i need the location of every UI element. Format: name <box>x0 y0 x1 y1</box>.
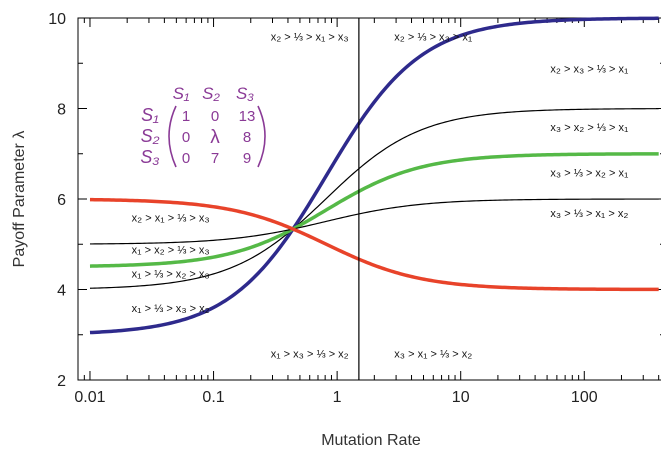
matrix-cell-1-2: 0 <box>211 108 219 125</box>
matrix-row-header-3: S₃ <box>140 147 159 167</box>
x-tick-label: 0.01 <box>74 389 105 406</box>
curves <box>89 16 659 380</box>
region-label: x₂ > x₁ > ⅓ > x₃ <box>132 210 210 225</box>
y-tick-label: 4 <box>57 283 66 300</box>
x-tick-label: 1 <box>333 389 342 406</box>
series-line <box>89 198 659 245</box>
y-tick-label: 10 <box>48 11 66 28</box>
matrix-cell-3-2: 7 <box>211 150 219 167</box>
matrix-row-header-1: S₁ <box>141 105 159 125</box>
x-tick-label: 0.1 <box>202 389 224 406</box>
matrix-cell-2-1: 0 <box>182 129 190 146</box>
y-axis-label: Payoff Parameter λ <box>11 131 28 268</box>
region-labels: x₂ > ⅓ > x₁ > x₃ x₂ > ⅓ > x₃ > x₁ x₂ > x₃ … <box>132 29 629 361</box>
region-label: x₃ > x₁ > ⅓ > x₂ <box>394 345 472 360</box>
region-label: x₂ > ⅓ > x₃ > x₁ <box>394 29 473 44</box>
series-line <box>89 16 659 335</box>
y-tick-label: 6 <box>57 192 66 209</box>
region-label: x₃ > x₂ > ⅓ > x₁ <box>550 119 629 134</box>
matrix-cell-1-1: 1 <box>182 108 190 125</box>
x-tick-label: 10 <box>452 389 470 406</box>
matrix-left-paren <box>168 105 177 168</box>
region-label: x₁ > x₂ > ⅓ > x₃ <box>132 241 210 256</box>
matrix-cell-3-1: 0 <box>182 150 190 167</box>
series-line <box>89 197 659 292</box>
payoff-matrix: S₁ S₂ S₃ S₁ S₂ S₃ 1 0 13 0 λ 8 0 7 9 <box>140 84 266 168</box>
region-label: x₁ > x₃ > ⅓ > x₂ <box>271 345 349 360</box>
region-label: x₂ > x₃ > ⅓ > x₁ <box>550 60 629 75</box>
matrix-cell-1-3: 13 <box>239 108 256 125</box>
series-line <box>89 108 659 289</box>
matrix-col-header-3: S₃ <box>236 84 254 103</box>
x-axis-label: Mutation Rate <box>321 432 421 449</box>
matrix-cell-3-3: 9 <box>243 150 251 167</box>
matrix-right-paren <box>257 105 266 168</box>
y-tick-label: 2 <box>57 373 66 390</box>
series-line <box>89 152 659 268</box>
y-tick-label: 8 <box>57 102 66 119</box>
region-label: x₁ > ⅓ > x₂ > x₃ <box>132 265 210 280</box>
region-label: x₃ > ⅓ > x₂ > x₁ <box>550 164 629 179</box>
matrix-cell-2-2: λ <box>210 127 220 148</box>
region-label: x₃ > ⅓ > x₁ > x₂ <box>550 205 628 220</box>
matrix-cell-2-3: 8 <box>243 129 251 146</box>
matrix-row-header-2: S₂ <box>141 126 160 146</box>
region-label: x₂ > ⅓ > x₁ > x₃ <box>271 29 349 44</box>
matrix-col-header-2: S₂ <box>202 84 220 103</box>
region-label: x₁ > ⅓ > x₃ > x₂ <box>132 300 210 315</box>
x-tick-label: 100 <box>571 389 598 406</box>
matrix-col-header-1: S₁ <box>173 84 190 103</box>
